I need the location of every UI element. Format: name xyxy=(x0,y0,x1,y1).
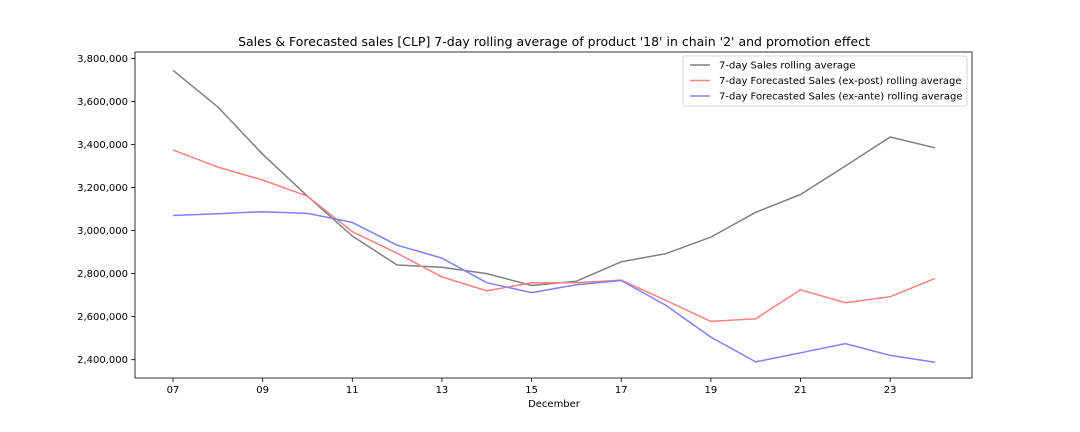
axes: 2,400,000 2,600,000 2,800,000 3,000,000 3,20… xyxy=(77,51,973,396)
y-tick-label: 3,000,000 xyxy=(77,226,128,237)
legend-label-3: 7-day Forecasted Sales (ex-ante) rolling… xyxy=(719,92,963,103)
plot-frame xyxy=(134,51,973,379)
series-group xyxy=(172,69,936,364)
legend-label-1: 7-day Sales rolling average xyxy=(719,61,855,72)
y-tick-label: 3,400,000 xyxy=(77,140,128,151)
x-tick-label: 15 xyxy=(525,385,538,396)
y-tick-label: 2,600,000 xyxy=(77,312,128,323)
series-line-3 xyxy=(172,210,936,364)
y-tick-label: 3,800,000 xyxy=(77,54,128,65)
legend-label-2: 7-day Forecasted Sales (ex-post) rolling… xyxy=(719,76,962,87)
x-tick-label: 17 xyxy=(615,385,628,396)
chart-title: Sales & Forecasted sales [CLP] 7-day rol… xyxy=(238,34,870,49)
x-axis-label: December xyxy=(528,399,581,410)
series-line-2 xyxy=(172,149,936,323)
y-tick-label: 3,600,000 xyxy=(77,97,128,108)
x-tick-label: 09 xyxy=(256,385,269,396)
x-tick-label: 11 xyxy=(346,385,359,396)
x-tick-label: 19 xyxy=(705,385,718,396)
y-tick-label: 2,800,000 xyxy=(77,269,128,280)
x-tick-label: 07 xyxy=(167,385,180,396)
x-tick-label: 23 xyxy=(884,385,897,396)
y-tick-label: 2,400,000 xyxy=(77,355,128,366)
legend-box xyxy=(682,55,968,107)
y-tick-label: 3,200,000 xyxy=(77,183,128,194)
legend: 7-day Sales rolling average 7-day Forecas… xyxy=(682,55,968,107)
x-tick-label: 13 xyxy=(436,385,449,396)
x-tick-label: 21 xyxy=(794,385,807,396)
